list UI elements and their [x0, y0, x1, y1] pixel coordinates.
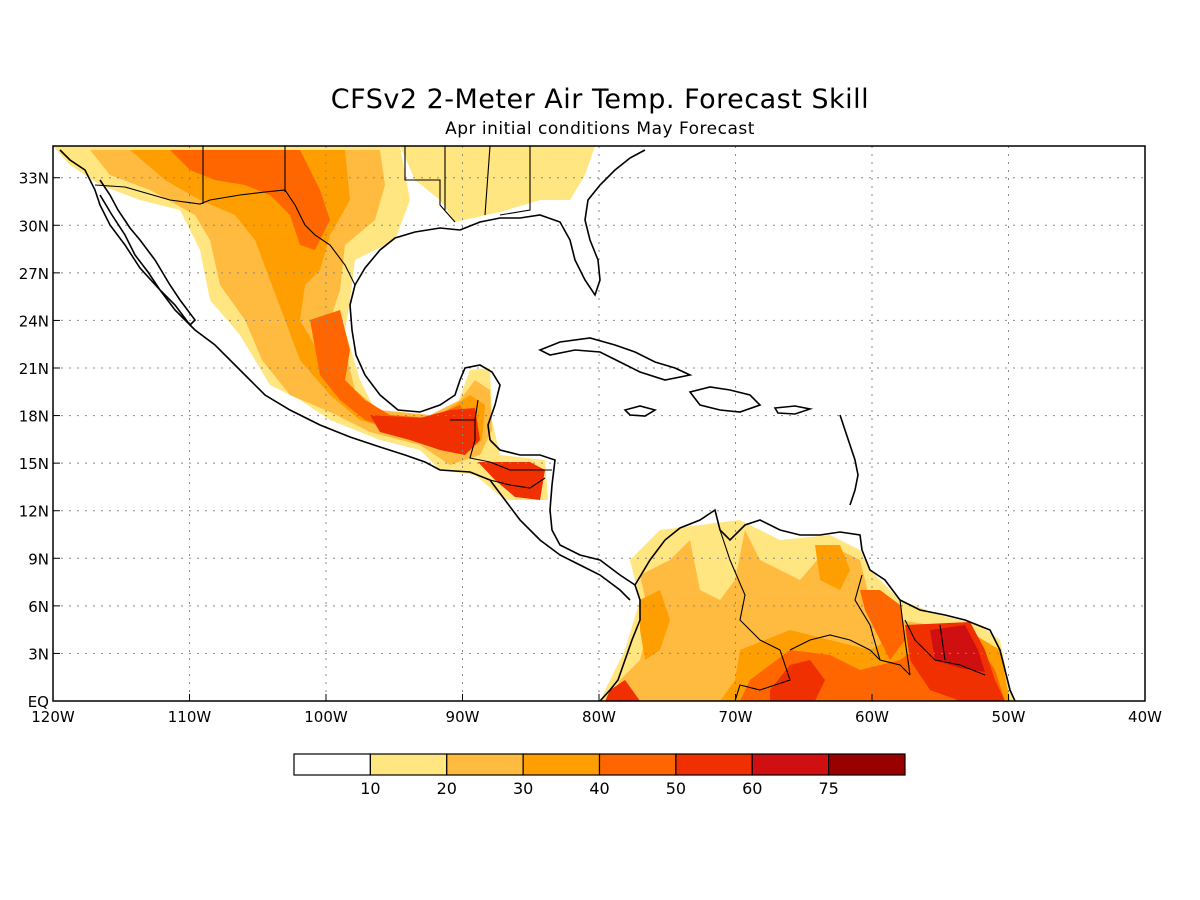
- coast-south-america-north: [634, 508, 1016, 701]
- coast-hispaniola: [688, 386, 762, 413]
- lat-label: 3N: [28, 645, 49, 663]
- map-title: CFSv2 2-Meter Air Temp. Forecast Skill: [330, 84, 870, 115]
- lon-label: 100W: [304, 708, 348, 726]
- shade-south-america-orange: [640, 590, 670, 660]
- lat-label: 9N: [28, 550, 49, 568]
- coast-cuba: [538, 337, 693, 381]
- legend-label: 50: [666, 779, 686, 798]
- coastlines: [59, 149, 1016, 701]
- coast-south-america-pacific: [599, 584, 641, 701]
- legend-swatch: [446, 753, 524, 776]
- border-guatemala-belize: [450, 399, 552, 471]
- coast-lesser-antilles: [839, 414, 859, 506]
- lat-label: 12N: [19, 503, 49, 521]
- lat-label: 6N: [28, 598, 49, 616]
- lon-label: 90W: [446, 708, 480, 726]
- legend-swatch: [751, 753, 830, 776]
- shade-guyana-dark-orange: [860, 590, 905, 660]
- lat-label: 24N: [19, 312, 49, 330]
- legend-label: 20: [437, 779, 457, 798]
- colorbar-legend: 10 20 30 40 50 60 75: [293, 753, 906, 798]
- shade-venezuela-orange: [815, 545, 850, 590]
- legend-label: 30: [513, 779, 533, 798]
- legend-label: 40: [589, 779, 609, 798]
- shade-french-guiana-dark-red: [930, 625, 985, 672]
- legend-swatch: [293, 753, 371, 776]
- coast-central-america-caribbean: [489, 439, 636, 586]
- skill-shading: [53, 146, 1015, 701]
- lat-label: 33N: [19, 170, 49, 188]
- coast-puerto-rico: [773, 405, 814, 415]
- legend-swatch: [598, 753, 677, 776]
- lat-label: 27N: [19, 265, 49, 283]
- legend-label: 10: [360, 779, 380, 798]
- lat-label: 15N: [19, 455, 49, 473]
- legend-swatch: [522, 753, 601, 776]
- lon-label: 80W: [582, 708, 616, 726]
- longitude-labels: 120W 110W 100W 90W 80W 70W 60W 50W 40W: [31, 694, 1162, 726]
- latitude-labels: 33N 30N 27N 24N 21N 18N 15N 12N 9N 6N 3N EQ: [19, 170, 60, 711]
- border-venezuela-brazil: [789, 634, 911, 676]
- coast-baja-california: [99, 179, 197, 327]
- lon-label: 60W: [855, 708, 889, 726]
- shade-honduras-red: [478, 462, 545, 500]
- map-subtitle: Apr initial conditions May Forecast: [445, 119, 755, 139]
- border-guyana: [854, 574, 911, 676]
- border-honduras-nicaragua: [489, 477, 546, 489]
- lon-label: 120W: [31, 708, 75, 726]
- lon-label: 110W: [168, 708, 212, 726]
- coast-jamaica: [623, 405, 658, 417]
- border-us-states: [202, 146, 531, 223]
- legend-swatch: [369, 753, 448, 776]
- shade-amazon-red: [770, 660, 825, 701]
- lon-label: 70W: [719, 708, 753, 726]
- shade-mexico-dark-orange: [170, 150, 330, 250]
- border-suriname-french-guiana: [904, 619, 986, 676]
- shade-ecuador-red: [605, 680, 640, 701]
- border-us-mexico: [94, 184, 356, 286]
- lat-label: 30N: [19, 217, 49, 235]
- legend-swatch: [675, 753, 753, 776]
- lat-label: EQ: [28, 693, 49, 711]
- lon-label: 40W: [1128, 708, 1162, 726]
- legend-label: 75: [818, 779, 838, 798]
- lat-label: 18N: [19, 408, 49, 426]
- border-venezuela-colombia: [719, 529, 791, 701]
- legend-label: 60: [742, 779, 762, 798]
- political-borders: [94, 146, 986, 701]
- coast-us-gulf: [459, 149, 646, 297]
- lon-label: 50W: [992, 708, 1026, 726]
- legend-swatch: [828, 753, 906, 776]
- coast-north-america-pacific: [59, 149, 631, 601]
- lat-label: 21N: [19, 360, 49, 378]
- shade-southeast-us-yellow: [400, 146, 595, 222]
- coast-gulf-of-mexico: [349, 227, 501, 441]
